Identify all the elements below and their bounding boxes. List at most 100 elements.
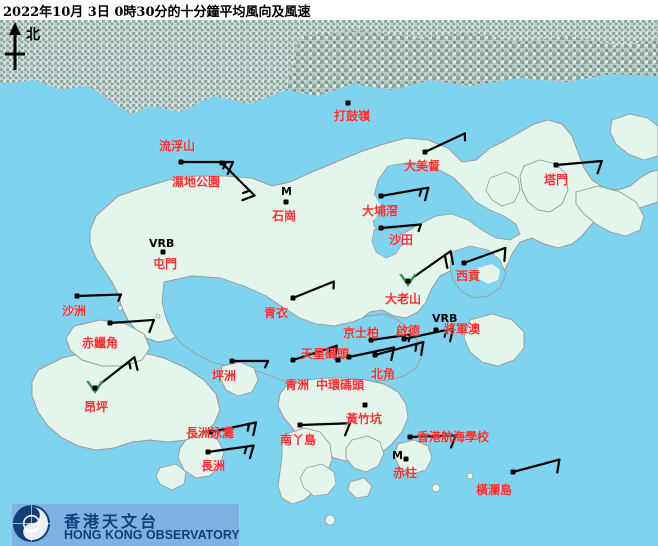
wind-barb [379, 223, 422, 233]
hko-logo-chinese: 香港天文台 [64, 512, 160, 531]
tolo-harbour [371, 161, 521, 241]
station-marker[interactable] [401, 336, 407, 342]
station-marker[interactable] [219, 160, 225, 166]
hko-logo: 香港天文台 HONG KONG OBSERVATORY [12, 504, 240, 546]
station-marker[interactable] [107, 320, 113, 326]
station-marker[interactable] [510, 469, 516, 475]
station-label: 京士柏 [343, 326, 380, 340]
station-status-flag: M [392, 449, 403, 462]
station-label: 中環碼頭 [316, 378, 365, 392]
station-label: 將軍澳 [444, 322, 481, 336]
station-marker[interactable] [403, 456, 409, 462]
station-marker[interactable] [346, 354, 352, 360]
station-label: 橫瀾島 [476, 483, 513, 497]
page-title: 2022年10月 3日 0時30分的十分鐘平均風向及風速 [3, 5, 311, 20]
station-marker[interactable] [178, 159, 184, 165]
wind-barb [379, 186, 430, 202]
station-marker[interactable] [290, 295, 296, 301]
tap-mun-island [519, 159, 569, 213]
station-marker[interactable] [368, 337, 374, 343]
wind-barb [220, 161, 256, 202]
station-status-flag: VRB [432, 312, 458, 325]
station-marker[interactable] [422, 149, 428, 155]
wind-barb [209, 421, 258, 437]
station-marker[interactable] [433, 327, 439, 333]
station-label: 大老山 [385, 292, 422, 306]
station-marker[interactable] [74, 293, 80, 299]
station-marker[interactable] [92, 385, 98, 391]
wind-barb [511, 458, 561, 474]
station-label: 青衣 [264, 306, 289, 320]
north-arrow-icon [5, 22, 25, 70]
wind-barb [402, 327, 455, 343]
station-label: 塔門 [544, 173, 569, 187]
wind-barb [298, 422, 352, 437]
station-marker[interactable] [407, 434, 413, 440]
station-marker[interactable] [335, 357, 341, 363]
map-canvas[interactable]: 打鼓嶺流浮山濕地公園石崗 M 大美督塔門大埔滘沙田屯門 VRB 西貢大老山沙洲 青衣赤鱲角… [0, 20, 658, 546]
station-label: 西貢 [456, 269, 481, 283]
station-marker[interactable] [461, 260, 467, 266]
station-label: 青洲 [285, 378, 310, 392]
station-marker[interactable] [160, 249, 166, 255]
station-label: 北角 [371, 367, 396, 381]
station-marker[interactable] [405, 278, 411, 284]
station-label: 沙田 [389, 233, 414, 247]
wind-barb [291, 280, 335, 300]
wind-barb [373, 340, 425, 357]
station-status-flag: VRB [149, 237, 175, 250]
station-label: 赤柱 [393, 466, 418, 480]
station-marker[interactable] [283, 199, 289, 205]
station-label: 流浮山 [159, 139, 196, 153]
wind-barb [423, 132, 467, 154]
peng-chau [219, 361, 259, 397]
station-label: 昂坪 [84, 400, 109, 414]
station-label: 南丫島 [280, 433, 317, 447]
station-label: 啟德 [396, 324, 421, 338]
station-label: 天星碼頭 [301, 347, 350, 361]
title-bar: 2022年10月 3日 0時30分的十分鐘平均風向及風速 [0, 0, 658, 20]
wind-barb [291, 344, 338, 362]
hko-logo-english: HONG KONG OBSERVATORY [64, 528, 240, 542]
station-marker[interactable] [297, 422, 303, 428]
wind-barb [462, 246, 507, 265]
wind-barb [75, 293, 123, 303]
north-label: 北 [26, 27, 40, 43]
deep-bay [0, 80, 168, 146]
station-marker[interactable] [290, 357, 296, 363]
station-label: 坪洲 [212, 369, 237, 383]
wind-barb [408, 434, 458, 449]
station-label: 濕地公園 [172, 175, 221, 189]
station-label: 打鼓嶺 [334, 109, 371, 123]
station-label: 大埔滘 [362, 204, 399, 218]
station-marker[interactable] [378, 193, 384, 199]
station-label: 長洲泳灘 [186, 426, 235, 440]
station-status-flag: M [281, 185, 292, 198]
station-marker[interactable] [345, 100, 351, 106]
station-label: 赤鱲角 [82, 336, 119, 350]
cheung-chau [177, 433, 225, 479]
wind-barb [554, 159, 603, 175]
victoria-harbour [161, 275, 423, 393]
station-label: 沙洲 [62, 304, 87, 318]
station-marker[interactable] [205, 449, 211, 455]
station-label: 香港航海學校 [417, 430, 490, 444]
wind-barb [108, 318, 155, 334]
station-marker[interactable] [372, 352, 378, 358]
station-label: 長洲 [201, 459, 226, 473]
wind-barb [347, 346, 396, 362]
station-marker[interactable] [362, 402, 368, 408]
station-label: 黃竹坑 [346, 412, 383, 426]
wind-barb-layer [75, 132, 603, 474]
stanley-peninsula [393, 439, 433, 475]
station-marker[interactable] [378, 225, 384, 231]
station-marker[interactable] [208, 429, 214, 435]
station-marker[interactable] [553, 162, 559, 168]
station-label: 屯門 [153, 257, 178, 271]
map-geography [0, 20, 658, 546]
station-label: 石崗 [272, 209, 297, 223]
station-marker[interactable] [229, 358, 235, 364]
station-label: 大美督 [404, 159, 441, 173]
chek-lap-kok [65, 319, 151, 367]
